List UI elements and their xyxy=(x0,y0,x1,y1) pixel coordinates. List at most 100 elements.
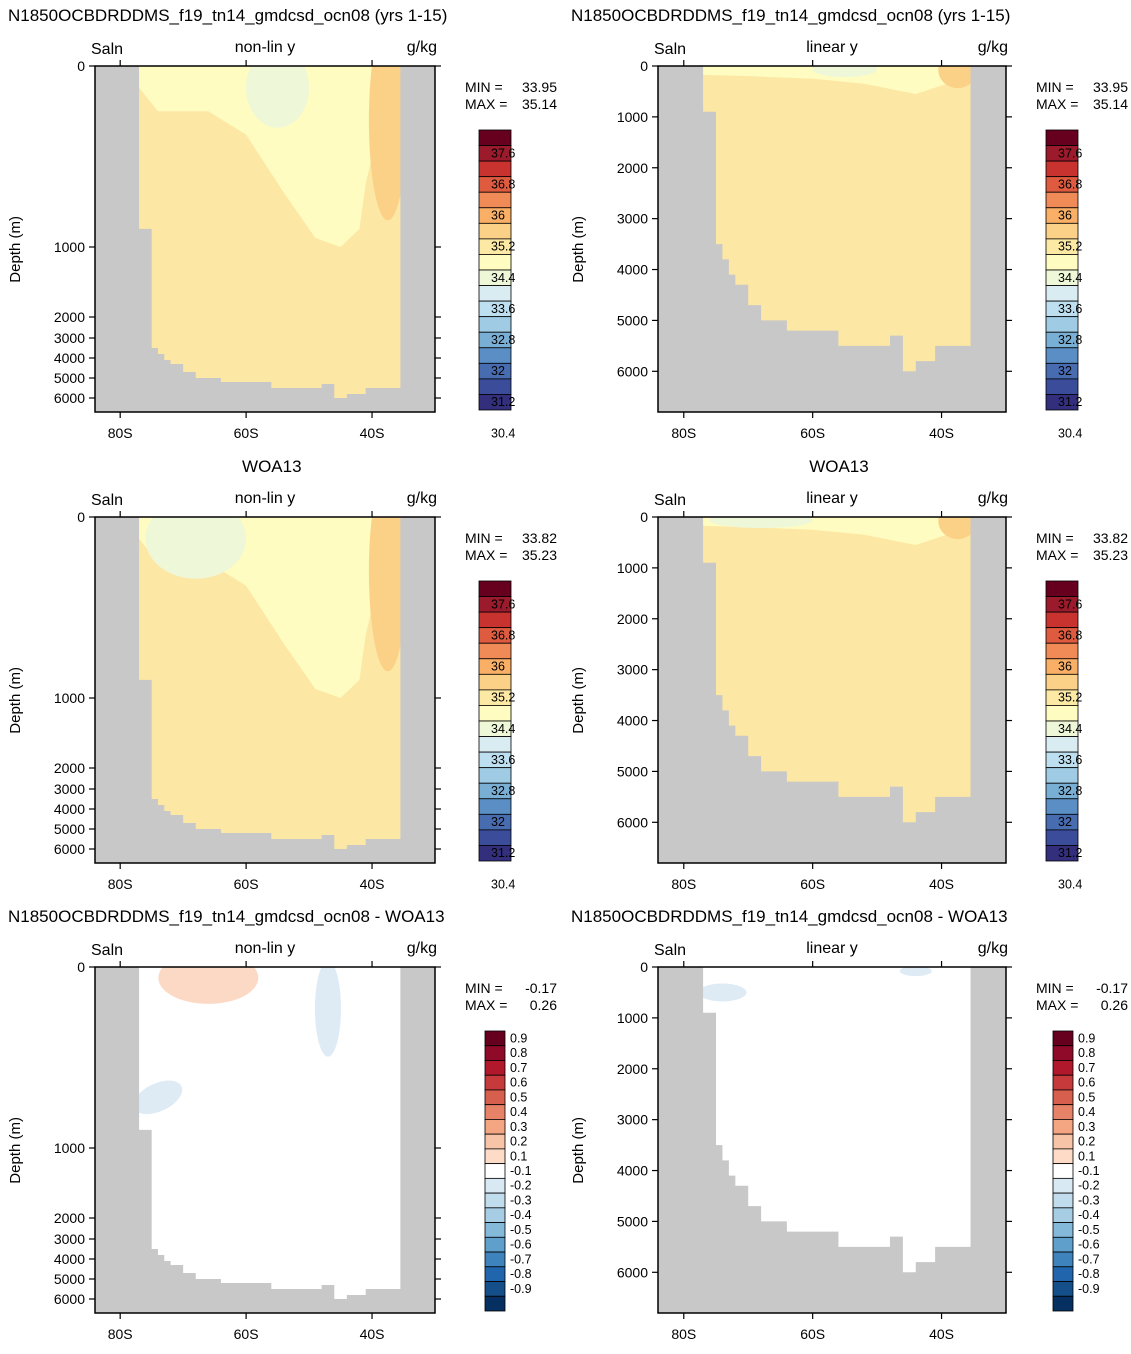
land-mask xyxy=(95,517,435,863)
colorbar-label: -0.8 xyxy=(510,1267,532,1281)
y-tick-label: 2000 xyxy=(617,160,648,176)
colorbar-swatch xyxy=(1052,1133,1074,1150)
freshest-contour xyxy=(145,517,247,579)
max-label: MAX = xyxy=(465,96,507,112)
y-tick-label: 3000 xyxy=(54,1231,85,1247)
colorbar-label: 32 xyxy=(1058,815,1072,829)
variable-label: Saln xyxy=(654,41,686,58)
x-tick-label: 60S xyxy=(234,1326,259,1342)
x-tick-label: 60S xyxy=(800,1326,825,1342)
colorbar-label: 32 xyxy=(1058,364,1072,378)
colorbar-swatch xyxy=(478,129,512,146)
colorbar-label: -0.5 xyxy=(1078,1223,1100,1237)
plot-frame xyxy=(94,516,436,864)
scale-label: linear y xyxy=(806,490,858,507)
colorbar-swatch xyxy=(1052,1089,1074,1106)
colorbar-label: 0.1 xyxy=(510,1149,527,1163)
colorbar-swatch xyxy=(484,1104,506,1120)
y-tick-label: 4000 xyxy=(54,350,85,366)
colorbar: 37.6 36.8 36 35.2 34.4 33.6 32.8 32 31.2 30.4 xyxy=(1045,129,1082,440)
colorbar-swatch xyxy=(484,1222,506,1238)
x-tick-label: 60S xyxy=(234,425,259,441)
colorbar-swatch xyxy=(1045,254,1079,271)
min-label: MIN = xyxy=(1036,530,1074,546)
colorbar-swatch xyxy=(478,767,512,784)
colorbar-label: 30.4 xyxy=(491,426,515,440)
colorbar-label: 35.2 xyxy=(1058,240,1082,254)
y-tick-label: 0 xyxy=(640,509,648,525)
y-tick-label: 3000 xyxy=(617,1112,648,1128)
colorbar-label: 0.8 xyxy=(510,1046,527,1060)
units-label: g/kg xyxy=(407,490,437,507)
y-tick-label: 5000 xyxy=(54,370,85,386)
colorbar-swatch xyxy=(1052,1281,1074,1297)
min-label: MIN = xyxy=(465,980,503,996)
colorbar-swatch xyxy=(1052,1060,1074,1076)
panel-title: WOA13 xyxy=(242,457,302,476)
colorbar: 37.6 36.8 36 35.2 34.4 33.6 32.8 32 31.2 30.4 xyxy=(1045,580,1082,891)
y-tick-label: 1000 xyxy=(54,239,85,255)
min-label: MIN = xyxy=(1036,980,1074,996)
min-value: -0.17 xyxy=(525,980,557,996)
colorbar-swatch xyxy=(1052,1207,1074,1223)
colorbar-label: 31.2 xyxy=(491,846,515,860)
y-tick-label: 6000 xyxy=(54,841,85,857)
y-axis-title: Depth (m) xyxy=(7,216,24,283)
colorbar-label: 36.8 xyxy=(1058,177,1082,191)
colorbar-swatch xyxy=(1045,798,1079,815)
x-tick-label: 40S xyxy=(360,876,385,892)
max-label: MAX = xyxy=(1036,96,1078,112)
salty-contour xyxy=(938,517,977,540)
land-mask xyxy=(658,517,1006,863)
colorbar-label: 32.8 xyxy=(1058,333,1082,347)
colorbar-label: 36 xyxy=(491,660,505,674)
colorbar-swatch xyxy=(484,1177,506,1194)
colorbar-label: 35.2 xyxy=(1058,691,1082,705)
fresh-water-contour xyxy=(658,66,974,94)
panel-title: N1850OCBDRDDMS_f19_tn14_gmdcsd_ocn08 (yr… xyxy=(571,6,1010,25)
colorbar-label: 0.5 xyxy=(1078,1090,1095,1104)
y-tick-label: 4000 xyxy=(617,262,648,278)
freshest-contour xyxy=(246,66,310,128)
chart-panel-6: 0 1000 2000 3000 4000 5000 6000 80S 60S 40S N1850O… xyxy=(570,907,1128,1342)
colorbar-label: 0.5 xyxy=(510,1090,527,1104)
y-tick-label: 6000 xyxy=(617,814,648,830)
colorbar-swatch xyxy=(478,705,512,722)
colorbar-swatch xyxy=(478,798,512,815)
plot-area xyxy=(95,967,435,1313)
colorbar-swatch xyxy=(1045,673,1079,691)
max-label: MAX = xyxy=(1036,997,1078,1013)
y-tick-label: 0 xyxy=(77,959,85,975)
colorbar-label: -0.4 xyxy=(510,1208,532,1222)
negative-anomaly-contour xyxy=(133,1080,183,1115)
colorbar-label: 34.4 xyxy=(491,722,515,736)
colorbar-label: -0.7 xyxy=(1078,1252,1100,1266)
y-tick-label: 4000 xyxy=(617,1163,648,1179)
colorbar-swatch xyxy=(1045,191,1079,209)
y-tick-label: 1000 xyxy=(54,1140,85,1156)
colorbar-swatch xyxy=(484,1266,506,1282)
colorbar-label: 37.6 xyxy=(491,597,515,611)
colorbar-label: 30.4 xyxy=(491,877,515,891)
colorbar-swatch xyxy=(1045,736,1079,753)
colorbar-label: -0.3 xyxy=(510,1193,532,1207)
plot-frame xyxy=(94,966,436,1314)
colorbar-swatch xyxy=(1045,611,1079,629)
colorbar-label: 36.8 xyxy=(491,177,515,191)
max-value: 35.14 xyxy=(522,96,557,112)
colorbar-label: 36.8 xyxy=(491,628,515,642)
plot-area xyxy=(95,517,435,863)
y-tick-label: 0 xyxy=(640,58,648,74)
x-tick-label: 80S xyxy=(108,876,133,892)
plot-area xyxy=(658,517,1006,863)
colorbar-swatch xyxy=(478,673,512,691)
colorbar-swatch xyxy=(484,1133,506,1150)
max-value: 0.26 xyxy=(1101,997,1128,1013)
colorbar-swatch xyxy=(484,1074,506,1091)
colorbar-label: 36 xyxy=(1058,660,1072,674)
colorbar-label: 37.6 xyxy=(491,146,515,160)
colorbar: 37.6 36.8 36 35.2 34.4 33.6 32.8 32 31.2 30.4 xyxy=(478,580,515,891)
y-tick-label: 5000 xyxy=(617,763,648,779)
units-label: g/kg xyxy=(978,940,1008,957)
